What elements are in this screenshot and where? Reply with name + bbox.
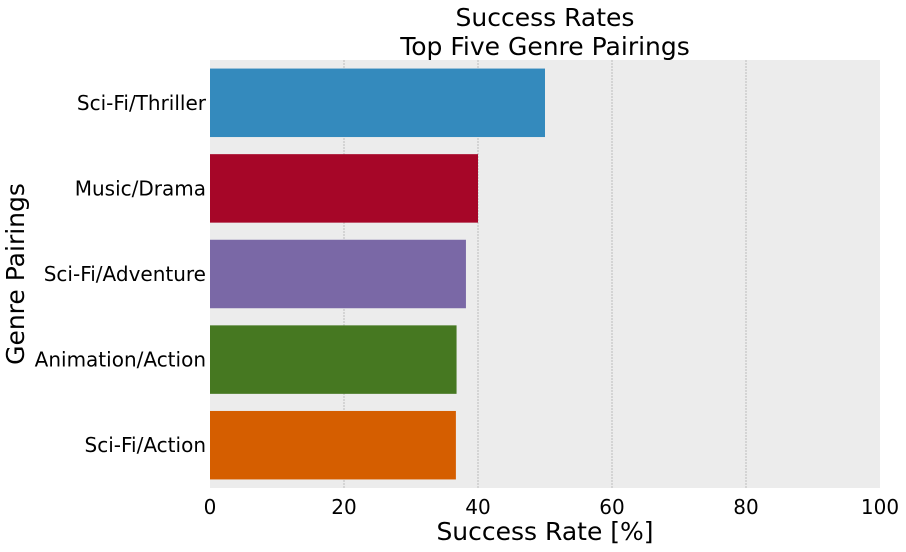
bars — [210, 68, 545, 480]
y-tick-label: Animation/Action — [35, 348, 206, 372]
bar — [210, 68, 545, 138]
y-tick-labels: Sci-Fi/Thriller Music/Drama Sci-Fi/Adventu… — [35, 91, 207, 457]
x-tick-label: 20 — [331, 495, 356, 519]
bar — [210, 325, 457, 394]
chart-subtitle: Top Five Genre Pairings — [399, 32, 690, 61]
x-tick-label: 40 — [465, 495, 490, 519]
y-tick-label: Sci-Fi/Action — [85, 433, 206, 457]
x-tick-label: 60 — [599, 495, 624, 519]
y-tick-label: Sci-Fi/Thriller — [77, 91, 207, 115]
chart-title: Success Rates — [456, 3, 635, 32]
x-tick-label: 100 — [861, 495, 899, 519]
bar — [210, 410, 456, 480]
x-tick-label: 0 — [204, 495, 217, 519]
x-tick-labels: 0 20 40 60 80 100 — [204, 495, 899, 519]
bar — [210, 239, 466, 309]
y-axis-label: Genre Pairings — [1, 183, 30, 365]
bar — [210, 154, 478, 223]
y-tick-label: Sci-Fi/Adventure — [44, 262, 206, 286]
x-tick-label: 80 — [733, 495, 758, 519]
x-axis-label: Success Rate [%] — [436, 517, 653, 546]
y-tick-label: Music/Drama — [75, 176, 206, 200]
